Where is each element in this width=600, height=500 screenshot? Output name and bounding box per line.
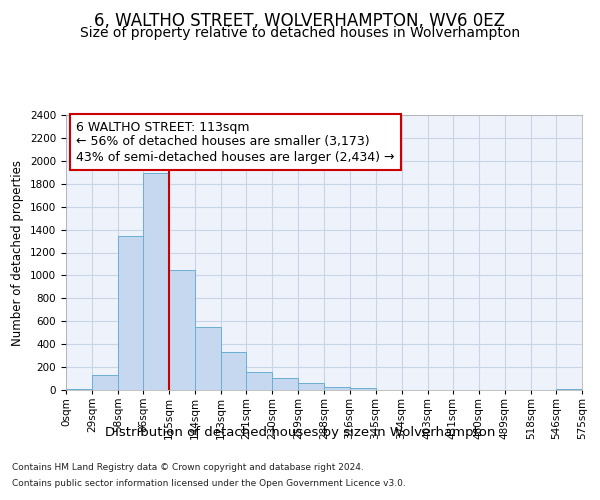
Bar xyxy=(118,236,143,390)
Bar xyxy=(143,174,169,390)
Bar xyxy=(169,270,195,390)
Bar xyxy=(221,352,247,390)
Text: Contains public sector information licensed under the Open Government Licence v3: Contains public sector information licen… xyxy=(12,478,406,488)
Text: 6, WALTHO STREET, WOLVERHAMPTON, WV6 0EZ: 6, WALTHO STREET, WOLVERHAMPTON, WV6 0EZ xyxy=(95,12,505,30)
Text: Distribution of detached houses by size in Wolverhampton: Distribution of detached houses by size … xyxy=(105,426,495,439)
Bar xyxy=(272,378,298,390)
Y-axis label: Number of detached properties: Number of detached properties xyxy=(11,160,25,346)
Bar xyxy=(247,372,272,390)
Bar xyxy=(92,375,118,390)
Text: Size of property relative to detached houses in Wolverhampton: Size of property relative to detached ho… xyxy=(80,26,520,40)
Bar xyxy=(298,383,325,390)
Text: 6 WALTHO STREET: 113sqm
← 56% of detached houses are smaller (3,173)
43% of semi: 6 WALTHO STREET: 113sqm ← 56% of detache… xyxy=(76,120,395,164)
Bar xyxy=(350,388,376,390)
Bar xyxy=(195,327,221,390)
Bar xyxy=(66,389,92,390)
Bar xyxy=(325,386,350,390)
Text: Contains HM Land Registry data © Crown copyright and database right 2024.: Contains HM Land Registry data © Crown c… xyxy=(12,464,364,472)
